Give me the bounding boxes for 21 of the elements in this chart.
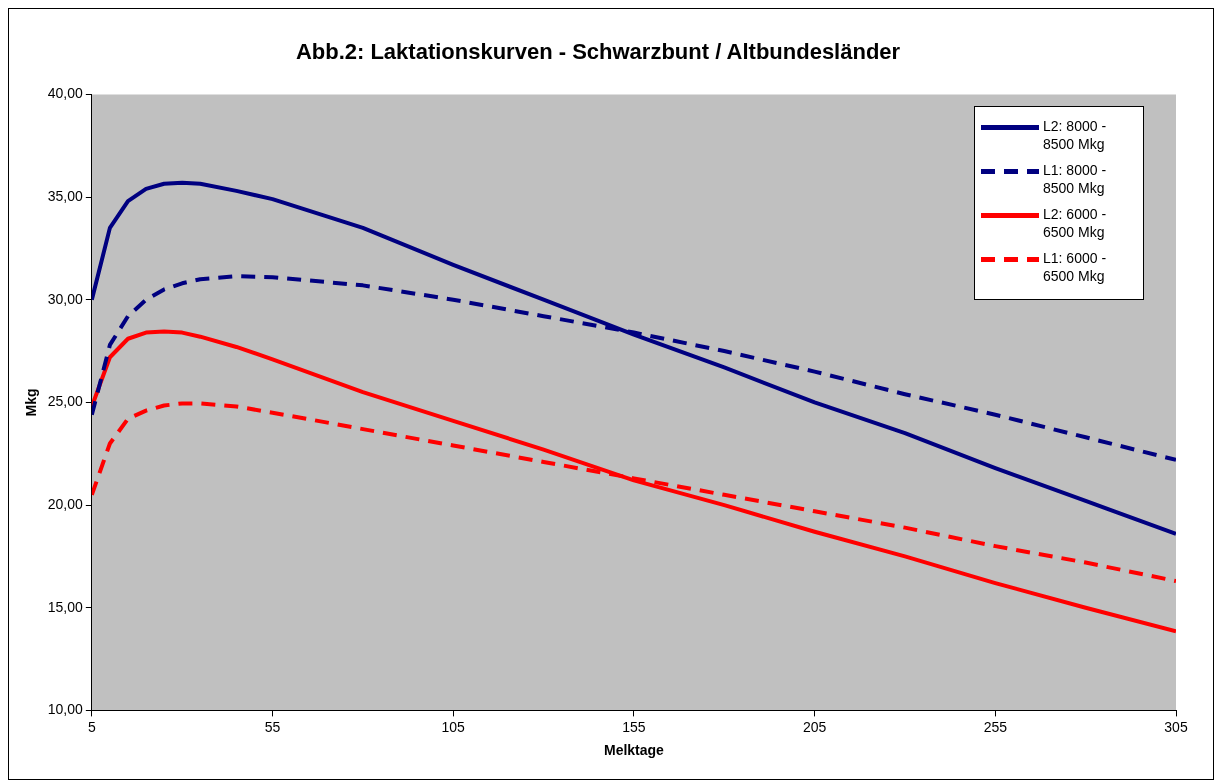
legend-label: L2: 8000 - 8500 Mkg — [1043, 117, 1108, 154]
x-tick-label: 5 — [87, 718, 96, 735]
x-axis-title: Melktage — [603, 742, 665, 759]
x-tick-label: 155 — [622, 718, 646, 735]
x-tick-label: 55 — [264, 718, 281, 735]
y-tick-label: 15,00 — [47, 598, 84, 615]
y-axis-title: Mkg — [23, 388, 40, 417]
legend-label: L2: 6000 - 6500 Mkg — [1043, 205, 1108, 242]
y-tick-label: 20,00 — [47, 495, 84, 512]
x-tick-label: 305 — [1164, 718, 1188, 735]
legend-label: L1: 8000 - 8500 Mkg — [1043, 161, 1108, 198]
chart-title: Abb.2: Laktationskurven - Schwarzbunt / Altbundesländer — [295, 39, 901, 65]
legend-label: L1: 6000 - 6500 Mkg — [1043, 249, 1108, 286]
y-tick-label: 30,00 — [47, 290, 84, 307]
x-tick-label: 205 — [802, 718, 827, 735]
y-tick-label: 25,00 — [47, 393, 84, 410]
y-tick-label: 10,00 — [47, 701, 84, 718]
x-tick-label: 255 — [983, 718, 1008, 735]
x-tick-label: 105 — [441, 718, 466, 735]
y-tick-label: 35,00 — [47, 187, 84, 204]
y-tick-label: 40,00 — [47, 85, 84, 102]
